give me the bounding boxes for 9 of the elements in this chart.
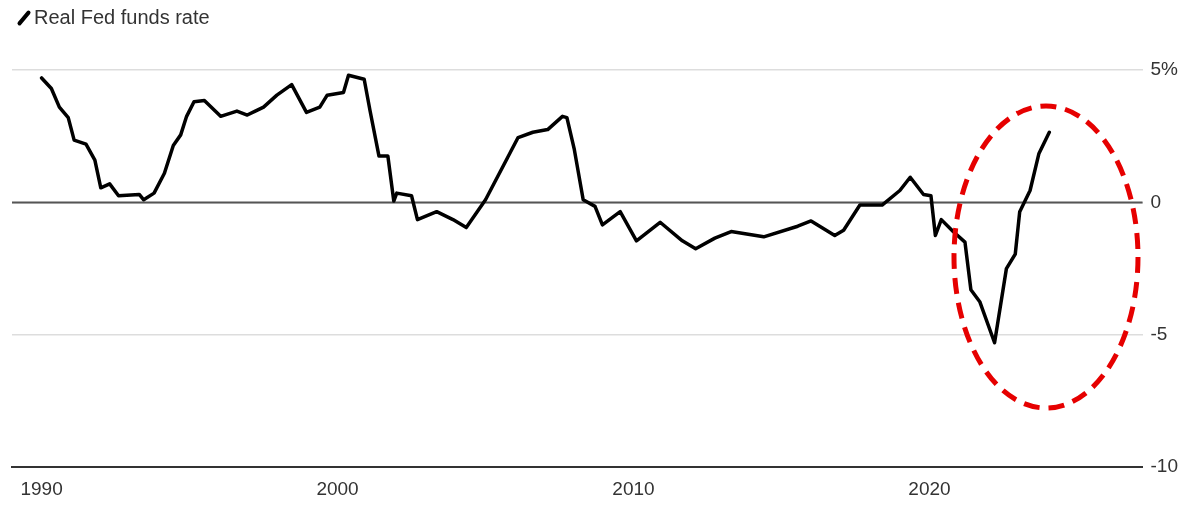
x-tick-label: 2020 [908,477,951,499]
x-tick-label: 2010 [612,477,655,499]
y-tick-label: 5% [1150,58,1179,80]
y-tick-label: -5 [1150,323,1168,345]
x-tick-label: 1990 [20,477,63,499]
legend-label: Real Fed funds rate [34,6,210,29]
y-tick-label: -10 [1150,455,1179,477]
x-tick-label: 2000 [316,477,359,499]
y-tick-label: 0 [1150,190,1162,212]
